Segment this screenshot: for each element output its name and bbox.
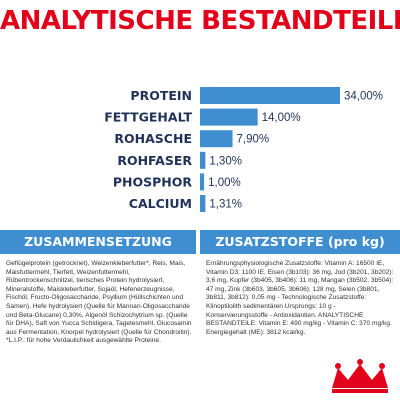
bar-phosphor (200, 173, 205, 191)
bar-calcium (200, 195, 206, 212)
value-label-fettgehalt: 14,00% (262, 112, 301, 124)
page-title: ANALYTISCHE BESTANDTEILE (0, 6, 400, 36)
category-label-fettgehalt: FETTGEHALT (104, 110, 192, 125)
additives-heading: ZUSATZSTOFFE (pro kg) (200, 230, 400, 254)
category-label-phosphor: PHOSPHOR (113, 174, 193, 189)
royal-canin-crown-icon (332, 359, 388, 393)
bar-rohasche (200, 130, 233, 148)
value-label-protein: 34,00% (344, 91, 383, 103)
bar-rohfaser (200, 151, 206, 169)
category-label-calcium: CALCIUM (129, 196, 192, 211)
nutrient-bar-chart: PROTEIN 34,00% FETTGEHALT 14,00% ROHASCHE 7,9… (104, 87, 383, 212)
bar-protein (200, 87, 340, 104)
category-label-rohasche: ROHASCHE (114, 131, 192, 146)
value-label-rohasche: 7,90% (237, 134, 270, 146)
additives-text: Ernährungsphysiologische Zusatzstoffe: V… (206, 260, 394, 336)
value-label-calcium: 1,31% (209, 199, 242, 211)
value-label-phosphor: 1,00% (208, 177, 241, 189)
category-label-protein: PROTEIN (130, 88, 192, 103)
value-label-rohfaser: 1,30% (209, 155, 242, 167)
composition-heading: ZUSAMMENSETZUNG (0, 230, 196, 254)
category-label-rohfaser: ROHFASER (117, 153, 192, 168)
bar-fettgehalt (200, 108, 258, 126)
composition-text: Geflügelprotein (getrocknet), Weizenkleb… (6, 260, 192, 345)
